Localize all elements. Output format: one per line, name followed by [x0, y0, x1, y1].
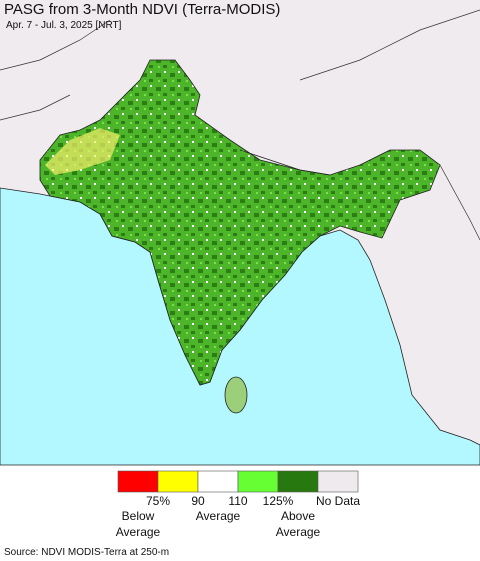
legend-swatch: [277, 470, 319, 493]
border: [0, 9, 480, 241]
legend-group-label: Average: [116, 525, 161, 539]
legend-tick-label: 110: [228, 494, 247, 508]
title: PASG from 3-Month NDVI (Terra-MODIS): [4, 1, 280, 18]
subtitle: Apr. 7 - Jul. 3, 2025 [NRT]: [6, 20, 122, 31]
legend-group-label: Above: [281, 509, 315, 523]
island: [224, 376, 248, 414]
source: Source: NDVI MODIS-Terra at 250-m: [4, 547, 169, 558]
legend-swatch: [317, 470, 359, 493]
map: [0, 0, 480, 466]
legend-swatch: [237, 470, 279, 493]
legend-swatch: [197, 470, 239, 493]
legend-tick-label: 90: [191, 494, 205, 508]
legend-group-label: Average: [276, 525, 321, 539]
legend-tick-label: 75%: [146, 494, 170, 508]
dry-region: [45, 128, 120, 175]
legend-group-label: Average: [196, 509, 241, 523]
border: [239, 149, 331, 176]
legend-swatch: [157, 470, 199, 493]
legend-tick-label: 125%: [263, 494, 294, 508]
legend: 75% 90 110 125% No Data Below Average Average Ab…: [116, 470, 360, 539]
legend-group-label: Below: [122, 509, 155, 523]
legend-no-data-label: No Data: [316, 494, 360, 508]
legend-swatch: [117, 470, 159, 493]
vegetation-region: [39, 59, 441, 386]
